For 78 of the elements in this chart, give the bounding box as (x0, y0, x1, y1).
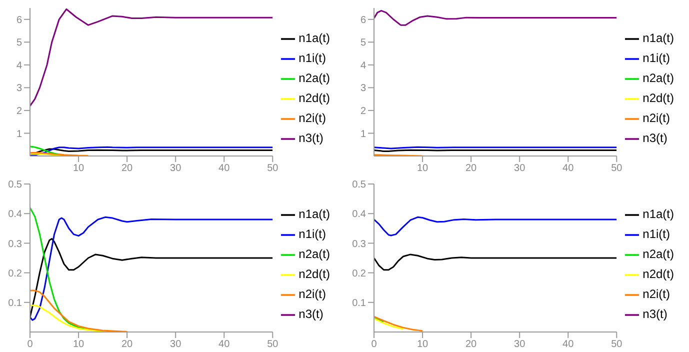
y-tick-label: 3 (360, 83, 366, 94)
x-tick-label: 20 (465, 339, 478, 350)
x-tick-label: 20 (121, 339, 134, 350)
legend-label: n2a(t) (642, 71, 674, 85)
x-tick-label: 10 (72, 339, 85, 350)
y-tick-label: 0.1 (8, 298, 22, 309)
y-tick-label: 0.3 (8, 238, 22, 250)
y-tick-label: 3 (16, 83, 22, 94)
y-tick-label: 0.3 (352, 238, 366, 250)
x-tick-label: 50 (611, 163, 623, 174)
legend-label: n2d(t) (298, 267, 330, 281)
x-tick-label: 40 (562, 163, 574, 174)
x-tick-label: 40 (562, 339, 574, 350)
y-tick-label: 4 (360, 60, 366, 72)
x-tick-label: 10 (416, 163, 429, 174)
y-tick-label: 0.1 (352, 298, 366, 309)
line-series (374, 10, 617, 26)
legend-label: n2i(t) (298, 287, 326, 301)
legend-label: n2d(t) (642, 267, 674, 281)
y-tick-label: 2 (16, 106, 22, 118)
legend-label: n1a(t) (642, 207, 674, 221)
legend-label: n1a(t) (298, 207, 330, 221)
line-series (374, 318, 404, 330)
y-tick-label: 0.2 (8, 268, 22, 280)
legend-label: n1i(t) (642, 51, 670, 65)
line-series (374, 216, 617, 236)
legend-label: n2a(t) (298, 71, 330, 85)
legend-label: n1i(t) (642, 227, 670, 241)
x-tick-label: 0 (27, 339, 34, 350)
legend-label: n2i(t) (642, 287, 670, 301)
y-tick-label: 5 (16, 38, 22, 49)
legend-label: n2d(t) (642, 91, 674, 105)
x-tick-label: 30 (170, 339, 182, 350)
line-series (30, 8, 273, 107)
legend-label: n2i(t) (642, 111, 670, 125)
y-tick-label: 1 (16, 128, 22, 140)
legend-label: n1i(t) (298, 227, 326, 241)
legend-label: n1a(t) (298, 31, 330, 45)
y-tick-label: 5 (360, 38, 366, 49)
legend-label: n2i(t) (298, 111, 326, 125)
legend-label: n2d(t) (298, 91, 330, 105)
x-tick-label: 40 (218, 339, 230, 350)
legend-label: n1i(t) (298, 51, 326, 65)
x-tick-label: 10 (416, 339, 429, 350)
x-tick-label: 50 (611, 339, 623, 350)
x-tick-label: 20 (121, 163, 134, 174)
legend-label: n3(t) (298, 131, 324, 145)
legend-label: n2a(t) (642, 247, 674, 261)
x-tick-label: 30 (170, 163, 182, 174)
line-series (374, 254, 617, 271)
y-tick-label: 4 (16, 60, 22, 72)
line-series (374, 316, 424, 332)
x-tick-label: 30 (514, 163, 526, 174)
x-tick-label: 50 (267, 163, 279, 174)
x-tick-label: 40 (218, 163, 230, 174)
y-tick-label: 0.5 (8, 180, 22, 191)
legend-label: n1a(t) (642, 31, 674, 45)
legend-label: n3(t) (642, 131, 668, 145)
y-tick-label: 2 (360, 106, 366, 118)
legend-label: n3(t) (298, 307, 324, 321)
line-series (30, 290, 128, 332)
x-tick-label: 10 (72, 163, 85, 174)
x-tick-label: 30 (514, 339, 526, 350)
line-series (30, 304, 104, 332)
y-tick-label: 0.5 (352, 180, 366, 191)
line-series (30, 216, 273, 321)
x-tick-label: 0 (371, 339, 378, 350)
y-tick-label: 1 (360, 128, 366, 140)
y-tick-label: 6 (16, 14, 22, 26)
x-tick-label: 50 (267, 339, 279, 350)
y-tick-label: 0.4 (8, 209, 22, 220)
y-tick-label: 0.2 (352, 268, 366, 280)
y-tick-label: 0.4 (352, 209, 366, 220)
legend-label: n2a(t) (298, 247, 330, 261)
x-tick-label: 20 (465, 163, 478, 174)
legend-label: n3(t) (642, 307, 668, 321)
y-tick-label: 6 (360, 14, 366, 26)
line-series (30, 238, 273, 318)
